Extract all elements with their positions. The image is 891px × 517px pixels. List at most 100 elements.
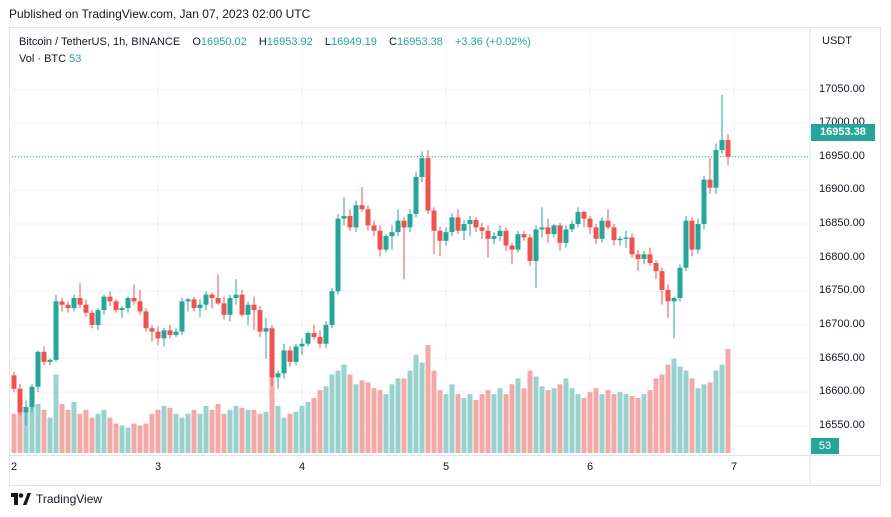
volume-bar [29, 394, 35, 453]
candle-body [281, 350, 287, 374]
candle-body [35, 351, 41, 387]
volume-bar [587, 392, 593, 453]
volume-bar [137, 425, 143, 453]
candle-body [215, 298, 221, 304]
volume-bar [149, 413, 155, 453]
candle-body [299, 343, 305, 347]
candle-body [197, 304, 203, 309]
volume-bar [437, 390, 443, 453]
candle-body [269, 328, 275, 378]
volume-bar [449, 384, 455, 453]
volume-bar [41, 409, 47, 453]
volume-bar [191, 409, 197, 453]
volume-bar [665, 364, 671, 453]
candle-body [635, 254, 641, 259]
x-tick-label: 6 [587, 461, 594, 473]
candle-body [545, 227, 551, 235]
candle-body [503, 230, 509, 246]
volume-bar [647, 390, 653, 453]
volume-bar [65, 409, 71, 453]
candle-body [659, 271, 665, 290]
volume-bar [53, 374, 59, 453]
volume-bar [635, 398, 641, 453]
volume-bar [395, 378, 401, 453]
low-label: L [324, 36, 331, 48]
volume-bar [17, 399, 23, 453]
volume-bar [653, 378, 659, 453]
volume-bar [341, 364, 347, 453]
candle-body [17, 388, 23, 413]
volume-bar [257, 413, 263, 453]
volume-bar [35, 403, 41, 453]
candle-body [233, 294, 239, 298]
x-tick-label: 5 [443, 461, 450, 473]
y-tick-label: 16650.00 [819, 351, 865, 364]
volume-bar [329, 374, 335, 453]
currency-label[interactable]: USDT [822, 35, 852, 47]
candle-body [335, 218, 341, 292]
candle-body [173, 331, 179, 335]
candle-body [473, 220, 479, 228]
y-tick-label: 16750.00 [819, 284, 865, 297]
change-value: +3.36 (+0.02%) [454, 36, 531, 48]
candle-body [131, 298, 137, 302]
candle-body [137, 301, 143, 312]
candle-body [569, 224, 575, 230]
candle-body [323, 324, 329, 344]
symbol-label[interactable]: Bitcoin / TetherUS, 1h, BINANCE [19, 36, 181, 48]
volume-bar [77, 413, 83, 453]
y-tick-label: 16550.00 [819, 418, 865, 431]
candle-body [245, 304, 251, 315]
volume-bar [425, 345, 431, 453]
candle-body [359, 205, 365, 210]
volume-bar [413, 354, 419, 453]
tradingview-brand[interactable]: TradingView [11, 492, 102, 506]
candle-body [341, 215, 347, 219]
volume-bar [293, 411, 299, 453]
high-label: H [258, 36, 267, 48]
candle-body [113, 301, 119, 311]
candle-body [551, 225, 557, 235]
volume-bar [485, 390, 491, 453]
volume-bar [263, 411, 269, 453]
volume-bar [161, 405, 167, 453]
candle-body [149, 328, 155, 332]
volume-bar [251, 409, 257, 453]
volume-bar [431, 370, 437, 453]
volume-bar [515, 378, 521, 453]
candle-body [449, 217, 455, 233]
volume-bar [479, 394, 485, 453]
tradingview-logo-icon [11, 493, 31, 505]
y-tick-label: 16800.00 [819, 250, 865, 263]
candle-body [725, 139, 731, 157]
x-tick-label: 7 [731, 461, 738, 473]
candle-body [395, 220, 401, 233]
volume-bar [299, 405, 305, 453]
volume-bar [725, 348, 731, 453]
chart-frame[interactable] [9, 27, 881, 486]
volume-bar [527, 370, 533, 453]
volume-bar [383, 394, 389, 453]
candle-body [509, 245, 515, 250]
candle-body [467, 220, 473, 225]
candle-body [161, 330, 167, 339]
candle-body [95, 310, 101, 325]
last-price-badge: 16953.38 [811, 124, 875, 141]
volume-bar [59, 403, 65, 453]
low-value: 16949.19 [331, 36, 377, 48]
candle-body [425, 158, 431, 211]
candle-body [89, 312, 95, 325]
candle-body [29, 386, 35, 407]
candle-body [47, 359, 53, 362]
volume-bar [305, 401, 311, 453]
candle-body [353, 205, 359, 228]
volume-label[interactable]: Vol · BTC [19, 53, 67, 65]
candle-body [443, 232, 449, 241]
volume-bar [107, 417, 113, 453]
candle-body [167, 330, 173, 335]
candle-body [329, 291, 335, 325]
volume-bar [569, 388, 575, 453]
volume-bar [233, 405, 239, 453]
y-tick-label: 16950.00 [819, 149, 865, 162]
